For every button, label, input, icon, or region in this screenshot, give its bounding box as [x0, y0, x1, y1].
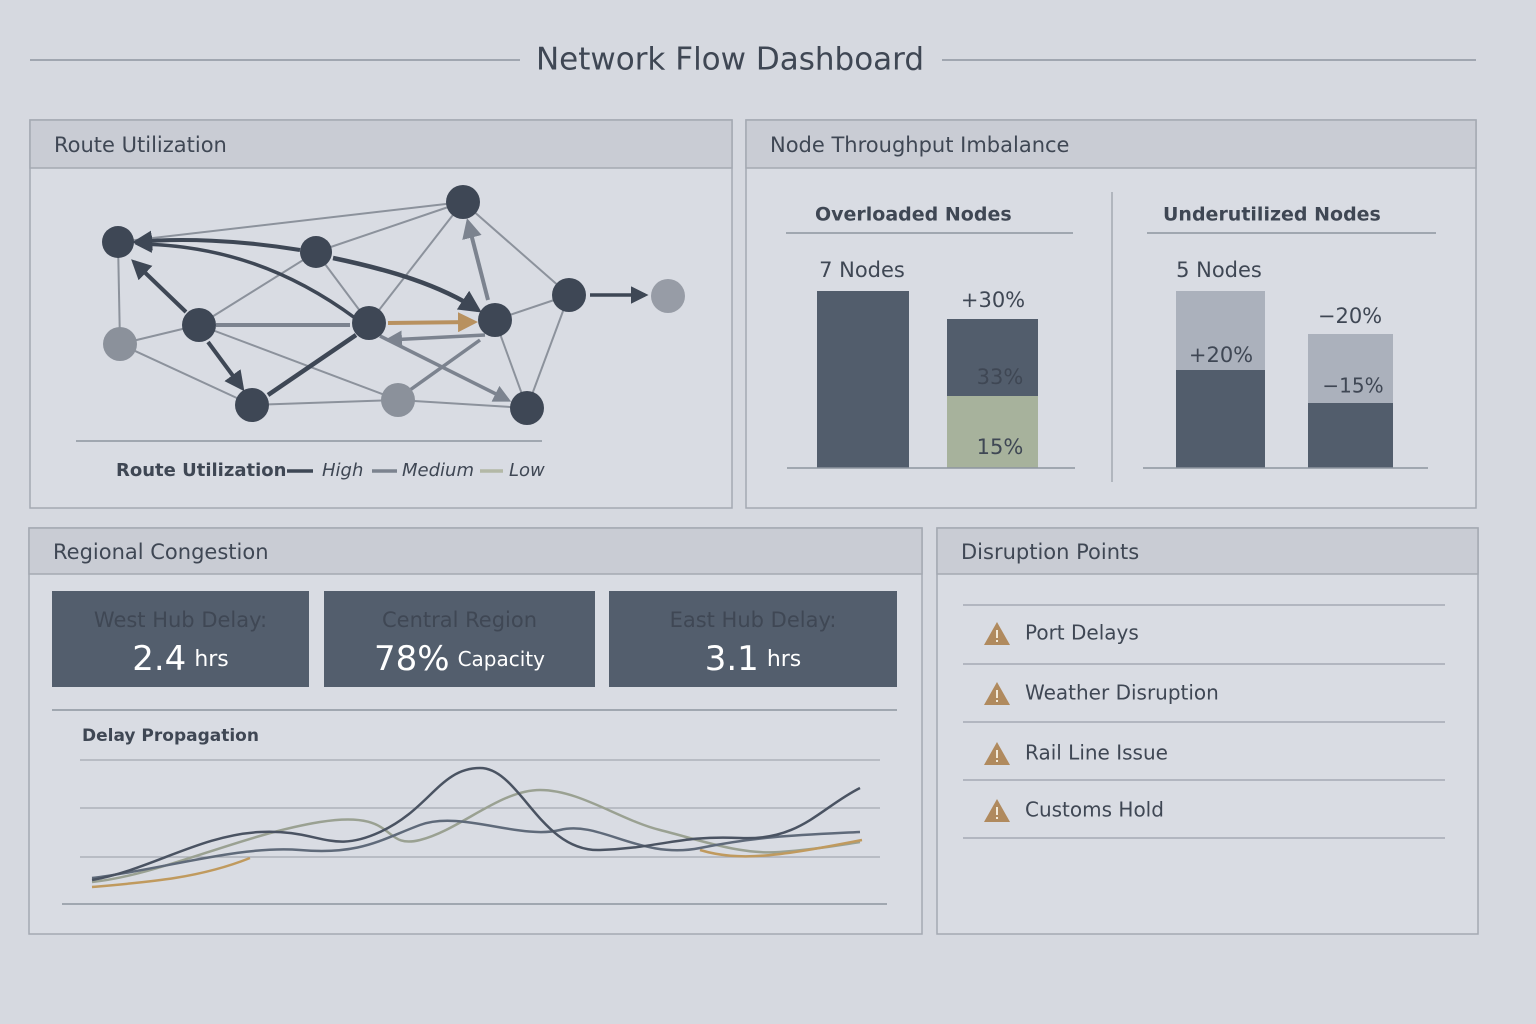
panel-header: [936, 527, 1479, 575]
route-edge: [462, 201, 570, 296]
panel-header: [28, 527, 923, 575]
legend-item: High: [322, 460, 363, 481]
route-edge: [117, 201, 464, 243]
bar-label: −20%: [1318, 304, 1382, 328]
bar-label: −15%: [1322, 374, 1383, 398]
route-node: [103, 327, 137, 361]
trend-line: [91, 819, 861, 880]
trend-line: [91, 788, 861, 884]
route-node: [510, 391, 544, 425]
trend-line: [699, 838, 863, 858]
route-edge: [315, 201, 464, 253]
bar-segment: [1176, 291, 1265, 370]
legend-item: Medium: [402, 460, 474, 481]
legend-item: Low: [509, 460, 545, 481]
bar-label: 15%: [977, 435, 1024, 459]
route-node: [478, 303, 512, 337]
kpi-card: [609, 591, 897, 687]
kpi-label: West Hub Delay:: [94, 608, 267, 632]
route-node: [235, 388, 269, 422]
kpi-label: Central Region: [382, 608, 537, 632]
bar-segment: [1176, 370, 1265, 468]
warning-mark: [996, 750, 998, 762]
route-edge: [134, 235, 357, 320]
route-node: [300, 236, 332, 268]
route-edge: [397, 399, 528, 409]
trend-line: [91, 856, 251, 889]
section-title: Overloaded Nodes: [815, 204, 1012, 226]
page-title: Network Flow Dashboard: [536, 42, 924, 78]
kpi-value: 78% Capacity: [374, 639, 545, 679]
disruption-item: Rail Line Issue: [1025, 741, 1168, 765]
panel-header: [745, 119, 1477, 169]
bar-count: 5 Nodes: [1176, 258, 1262, 282]
disruption-item: Port Delays: [1025, 621, 1139, 645]
bar-label: +30%: [961, 288, 1025, 312]
route-edge: [408, 338, 482, 392]
route-node: [381, 383, 415, 417]
disruption-item: Weather Disruption: [1025, 681, 1219, 705]
kpi-unit: Capacity: [458, 647, 546, 671]
route-edge: [117, 241, 121, 345]
chart-title: Delay Propagation: [82, 726, 259, 746]
kpi-number: 78%: [374, 639, 450, 679]
route-edge: [198, 251, 317, 326]
route-node: [102, 226, 134, 258]
route-edge: [526, 294, 570, 409]
route-edge: [387, 312, 478, 333]
warning-mark: [996, 690, 998, 702]
legend-title: Route Utilization: [116, 460, 286, 481]
route-edge: [206, 340, 245, 392]
kpi-card: [324, 591, 595, 687]
route-node: [446, 185, 480, 219]
route-edge: [266, 333, 358, 397]
route-edge: [251, 399, 399, 406]
bar-segment: [947, 319, 1038, 396]
bar-count: 7 Nodes: [819, 258, 905, 282]
panel-title: Route Utilization: [54, 133, 227, 157]
kpi-number: 3.1: [705, 639, 759, 679]
panel-title: Node Throughput Imbalance: [770, 133, 1069, 157]
kpi-value: 3.1 hrs: [705, 639, 802, 679]
route-edge: [462, 218, 490, 301]
route-node: [352, 306, 386, 340]
route-node: [651, 279, 685, 313]
panel-title: Disruption Points: [961, 540, 1139, 564]
kpi-number: 2.4: [132, 639, 186, 679]
panel-title: Regional Congestion: [53, 540, 269, 564]
route-edge: [332, 255, 482, 313]
bar-label: 33%: [977, 365, 1024, 389]
bar-label: +20%: [1189, 343, 1253, 367]
route-edge: [198, 324, 399, 401]
warning-mark: [996, 807, 998, 819]
kpi-unit: hrs: [194, 647, 228, 672]
bar-segment: [947, 396, 1038, 468]
bar-segment: [817, 291, 909, 468]
route-edge: [131, 259, 188, 314]
route-node: [182, 308, 216, 342]
trend-line: [91, 766, 861, 882]
route-edge: [119, 343, 253, 406]
disruption-item: Customs Hold: [1025, 798, 1164, 822]
bar-segment: [1308, 403, 1393, 468]
kpi-label: East Hub Delay:: [670, 608, 837, 632]
bar-segment: [1308, 334, 1393, 403]
route-edge: [379, 334, 512, 402]
route-node: [552, 278, 586, 312]
route-edge: [368, 201, 464, 324]
panel-header: [29, 119, 733, 169]
section-title: Underutilized Nodes: [1163, 204, 1381, 226]
warning-mark: [996, 630, 998, 642]
route-edge: [384, 330, 486, 349]
kpi-card: [52, 591, 309, 687]
panel: [936, 527, 1479, 935]
kpi-unit: hrs: [767, 647, 801, 672]
kpi-value: 2.4 hrs: [132, 639, 229, 679]
